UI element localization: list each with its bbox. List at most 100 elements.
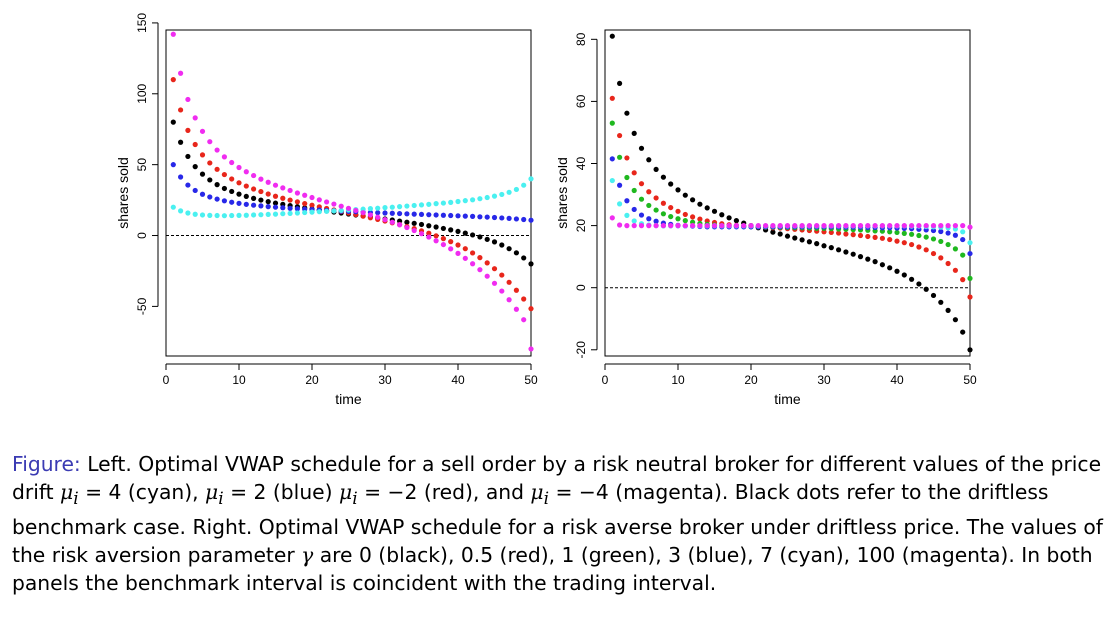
data-point: [272, 200, 279, 206]
data-point: [631, 218, 637, 224]
data-point: [214, 196, 220, 202]
data-point: [375, 214, 381, 220]
series-4: [170, 31, 534, 352]
data-point: [726, 223, 732, 229]
data-point: [938, 255, 944, 261]
data-point: [624, 110, 630, 116]
data-point: [690, 223, 696, 229]
data-point: [309, 202, 315, 208]
data-point: [280, 205, 286, 211]
data-point: [294, 210, 300, 216]
data-point: [617, 154, 623, 160]
data-point: [960, 236, 966, 243]
data-point: [668, 181, 674, 187]
x-tick-label: 40: [890, 373, 904, 387]
data-point: [426, 234, 432, 240]
data-point: [528, 346, 534, 352]
data-point: [617, 80, 623, 87]
data-point: [938, 223, 944, 229]
data-point: [221, 171, 227, 178]
data-point: [448, 199, 454, 205]
data-point: [243, 169, 249, 175]
data-point: [484, 273, 490, 279]
data-point: [930, 236, 937, 242]
caption-end: are 0 (black), 0.5 (red), 1 (green), 3 (…: [12, 542, 1093, 596]
data-point: [857, 232, 864, 239]
y-tick-label: 150: [135, 13, 149, 33]
caption-magenta: = −4 (magenta). Black dots refer to the …: [12, 480, 1103, 567]
data-point: [199, 152, 206, 158]
data-point: [280, 211, 286, 217]
data-point: [455, 228, 461, 235]
data-point: [879, 235, 885, 241]
data-point: [653, 218, 659, 224]
left-chart: 0 10 20 30 40 50 time -50 0 50 100 150 shares sold: [115, 13, 538, 407]
data-point: [302, 192, 308, 198]
data-point: [455, 198, 461, 205]
data-point: [528, 217, 534, 223]
data-point: [207, 177, 213, 183]
data-point: [418, 221, 425, 228]
data-point: [375, 205, 381, 211]
data-point: [653, 223, 659, 229]
data-point: [229, 199, 235, 205]
data-point: [843, 223, 849, 229]
data-point: [491, 193, 498, 199]
data-point: [521, 182, 527, 188]
data-point: [624, 174, 630, 181]
data-point: [916, 281, 922, 287]
data-point: [375, 210, 381, 216]
data-point: [814, 241, 820, 247]
data-point: [836, 247, 842, 253]
data-point: [207, 194, 213, 200]
data-point: [426, 230, 432, 236]
data-point: [499, 288, 505, 294]
data-point: [609, 33, 615, 39]
data-point: [521, 296, 527, 302]
data-point: [243, 193, 249, 200]
data-point: [411, 202, 417, 209]
y-tick-label: 0: [574, 284, 588, 291]
data-point: [631, 206, 637, 213]
data-point: [470, 213, 476, 219]
data-point: [513, 306, 520, 312]
data-point: [382, 217, 388, 223]
series-1: [170, 77, 534, 312]
data-point: [214, 212, 220, 219]
data-point: [887, 223, 893, 229]
data-point: [229, 176, 235, 182]
data-point: [462, 230, 468, 236]
data-point: [280, 195, 286, 201]
data-point: [617, 201, 623, 207]
data-point: [770, 229, 776, 235]
data-point: [909, 241, 915, 248]
data-point: [945, 307, 951, 313]
data-point: [624, 212, 630, 218]
data-point: [945, 241, 951, 248]
data-point: [777, 223, 783, 229]
data-point: [462, 198, 468, 204]
data-point: [938, 238, 944, 245]
y-tick-label: 40: [574, 157, 588, 171]
data-point: [470, 197, 476, 203]
data-point: [894, 223, 900, 229]
data-point: [763, 223, 769, 229]
series-0: [609, 33, 973, 353]
data-point: [199, 171, 206, 177]
data-point: [704, 205, 710, 211]
data-point: [294, 190, 300, 196]
data-point: [426, 223, 432, 229]
data-point: [960, 229, 966, 235]
data-point: [265, 179, 271, 185]
data-point: [178, 208, 184, 214]
data-point: [499, 191, 505, 198]
data-point: [265, 211, 271, 218]
data-point: [484, 194, 490, 201]
data-point: [272, 193, 279, 199]
data-point: [324, 208, 330, 214]
data-point: [952, 246, 958, 252]
caption-lead: Figure:: [12, 452, 81, 476]
data-point: [865, 223, 871, 229]
x-tick-label: 20: [305, 373, 319, 387]
data-point: [711, 223, 718, 229]
